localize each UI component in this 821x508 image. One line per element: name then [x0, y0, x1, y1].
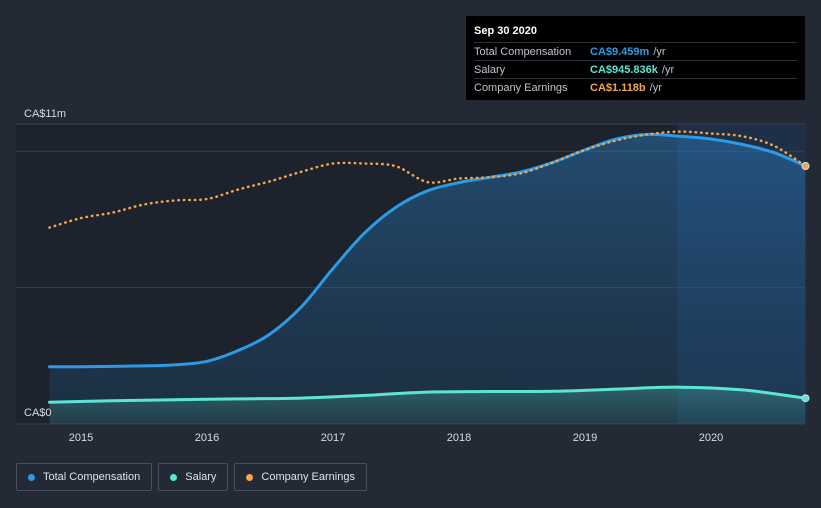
y-tick-bottom: CA$0: [24, 407, 52, 419]
legend-label: Company Earnings: [261, 471, 355, 483]
tooltip-label: Salary: [474, 63, 506, 76]
legend-dot-icon: [246, 473, 254, 481]
x-tick-label: 2016: [195, 432, 219, 444]
tooltip-unit: /yr: [653, 45, 666, 58]
x-tick-label: 2017: [321, 432, 345, 444]
legend-label: Salary: [185, 471, 217, 483]
x-tick-label: 2019: [573, 432, 597, 444]
company-earnings-line: [48, 130, 807, 229]
legend-dot-icon: [170, 473, 178, 481]
tooltip-row-salary: Salary CA$945.836k /yr: [474, 60, 797, 78]
legend-item-salary[interactable]: Salary: [158, 463, 229, 491]
tooltip-row-total-compensation: Total Compensation CA$9.459m /yr: [474, 42, 797, 60]
x-tick-label: 2020: [699, 432, 723, 444]
salary-end-marker: [801, 394, 810, 403]
tooltip-unit: /yr: [649, 81, 662, 94]
x-tick-label: 2015: [69, 432, 93, 444]
legend-dot-icon: [28, 473, 35, 481]
tooltip-value: CA$945.836k: [590, 63, 658, 76]
salary-area: [49, 387, 806, 424]
tooltip: Sep 30 2020 Total Compensation CA$9.459m…: [466, 16, 805, 100]
legend: Total Compensation Salary Company Earnin…: [16, 463, 367, 491]
tooltip-value: CA$9.459m: [590, 45, 650, 58]
salary-line: [48, 385, 807, 404]
tooltip-value: CA$1.118b: [590, 81, 646, 94]
company-earnings-end-marker: [801, 162, 810, 171]
legend-item-company-earnings[interactable]: Company Earnings: [234, 463, 367, 491]
tooltip-date: Sep 30 2020: [474, 25, 537, 37]
tooltip-unit: /yr: [661, 63, 675, 76]
total-compensation-line: [48, 132, 807, 369]
y-tick-top: CA$11m: [24, 108, 66, 120]
tooltip-label: Total Compensation: [474, 45, 572, 58]
tooltip-row-company-earnings: Company Earnings CA$1.118b /yr: [474, 78, 797, 96]
legend-item-total-compensation[interactable]: Total Compensation: [16, 463, 153, 491]
x-tick-label: 2018: [447, 432, 471, 444]
tooltip-label: Company Earnings: [474, 81, 568, 94]
legend-label: Total Compensation: [43, 471, 141, 483]
